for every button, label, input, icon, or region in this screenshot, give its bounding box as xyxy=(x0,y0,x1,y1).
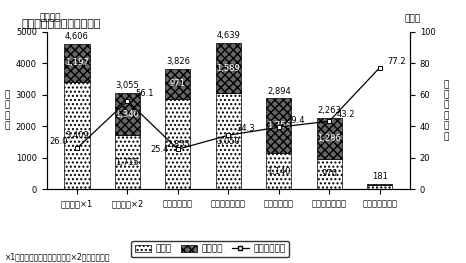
Text: 39.4: 39.4 xyxy=(287,116,305,125)
Text: 25.4: 25.4 xyxy=(150,145,169,154)
Bar xyxy=(165,69,191,99)
Text: 3,050: 3,050 xyxy=(217,137,240,146)
Bar xyxy=(367,185,392,189)
Bar xyxy=(367,184,392,185)
Text: 1,754: 1,754 xyxy=(267,121,291,130)
Text: 購入資金、リフォーム資金: 購入資金、リフォーム資金 xyxy=(21,19,101,29)
Bar xyxy=(115,135,140,189)
Bar xyxy=(317,118,342,159)
Text: 2,894: 2,894 xyxy=(267,87,291,95)
Text: 2,855: 2,855 xyxy=(166,140,190,149)
Text: 1,197: 1,197 xyxy=(65,58,89,67)
Text: 1,140: 1,140 xyxy=(267,167,291,176)
Text: 4,606: 4,606 xyxy=(65,32,89,42)
Text: （万円）: （万円） xyxy=(39,13,61,22)
Text: 56.1: 56.1 xyxy=(135,89,153,98)
Text: 3,409: 3,409 xyxy=(65,131,89,140)
Text: 34.3: 34.3 xyxy=(236,124,254,133)
Legend: 借入金, 自己資金, 自己資金比率: 借入金, 自己資金, 自己資金比率 xyxy=(131,241,289,257)
Text: 1,589: 1,589 xyxy=(217,64,240,73)
Bar xyxy=(216,93,241,189)
Text: 2,263: 2,263 xyxy=(317,107,341,115)
Text: 43.2: 43.2 xyxy=(337,110,356,119)
Bar xyxy=(317,159,342,189)
Text: 181: 181 xyxy=(372,172,388,181)
Y-axis label: 購
入
資
金: 購 入 資 金 xyxy=(5,90,10,130)
Bar xyxy=(64,44,89,82)
Bar xyxy=(165,99,191,189)
Bar xyxy=(266,98,291,153)
Text: 3,055: 3,055 xyxy=(116,82,139,90)
Text: 976: 976 xyxy=(321,169,337,179)
Text: 971: 971 xyxy=(170,79,186,88)
Y-axis label: 自
己
資
金
比
率: 自 己 資 金 比 率 xyxy=(444,80,449,141)
Text: 77.2: 77.2 xyxy=(387,57,406,66)
Text: （％）: （％） xyxy=(404,15,421,24)
Text: ×1土地を購入した新築世帯　×2建て替え世帯: ×1土地を購入した新築世帯 ×2建て替え世帯 xyxy=(5,253,110,262)
Bar xyxy=(216,43,241,93)
Text: 26.0: 26.0 xyxy=(49,137,68,146)
Bar xyxy=(115,93,140,135)
Text: 3,826: 3,826 xyxy=(166,57,190,66)
Bar xyxy=(64,82,89,189)
Text: 1,715: 1,715 xyxy=(116,158,139,167)
Bar xyxy=(266,153,291,189)
Text: 4,639: 4,639 xyxy=(216,31,240,41)
Text: 1,340: 1,340 xyxy=(116,110,139,119)
Text: 1,286: 1,286 xyxy=(317,134,341,143)
